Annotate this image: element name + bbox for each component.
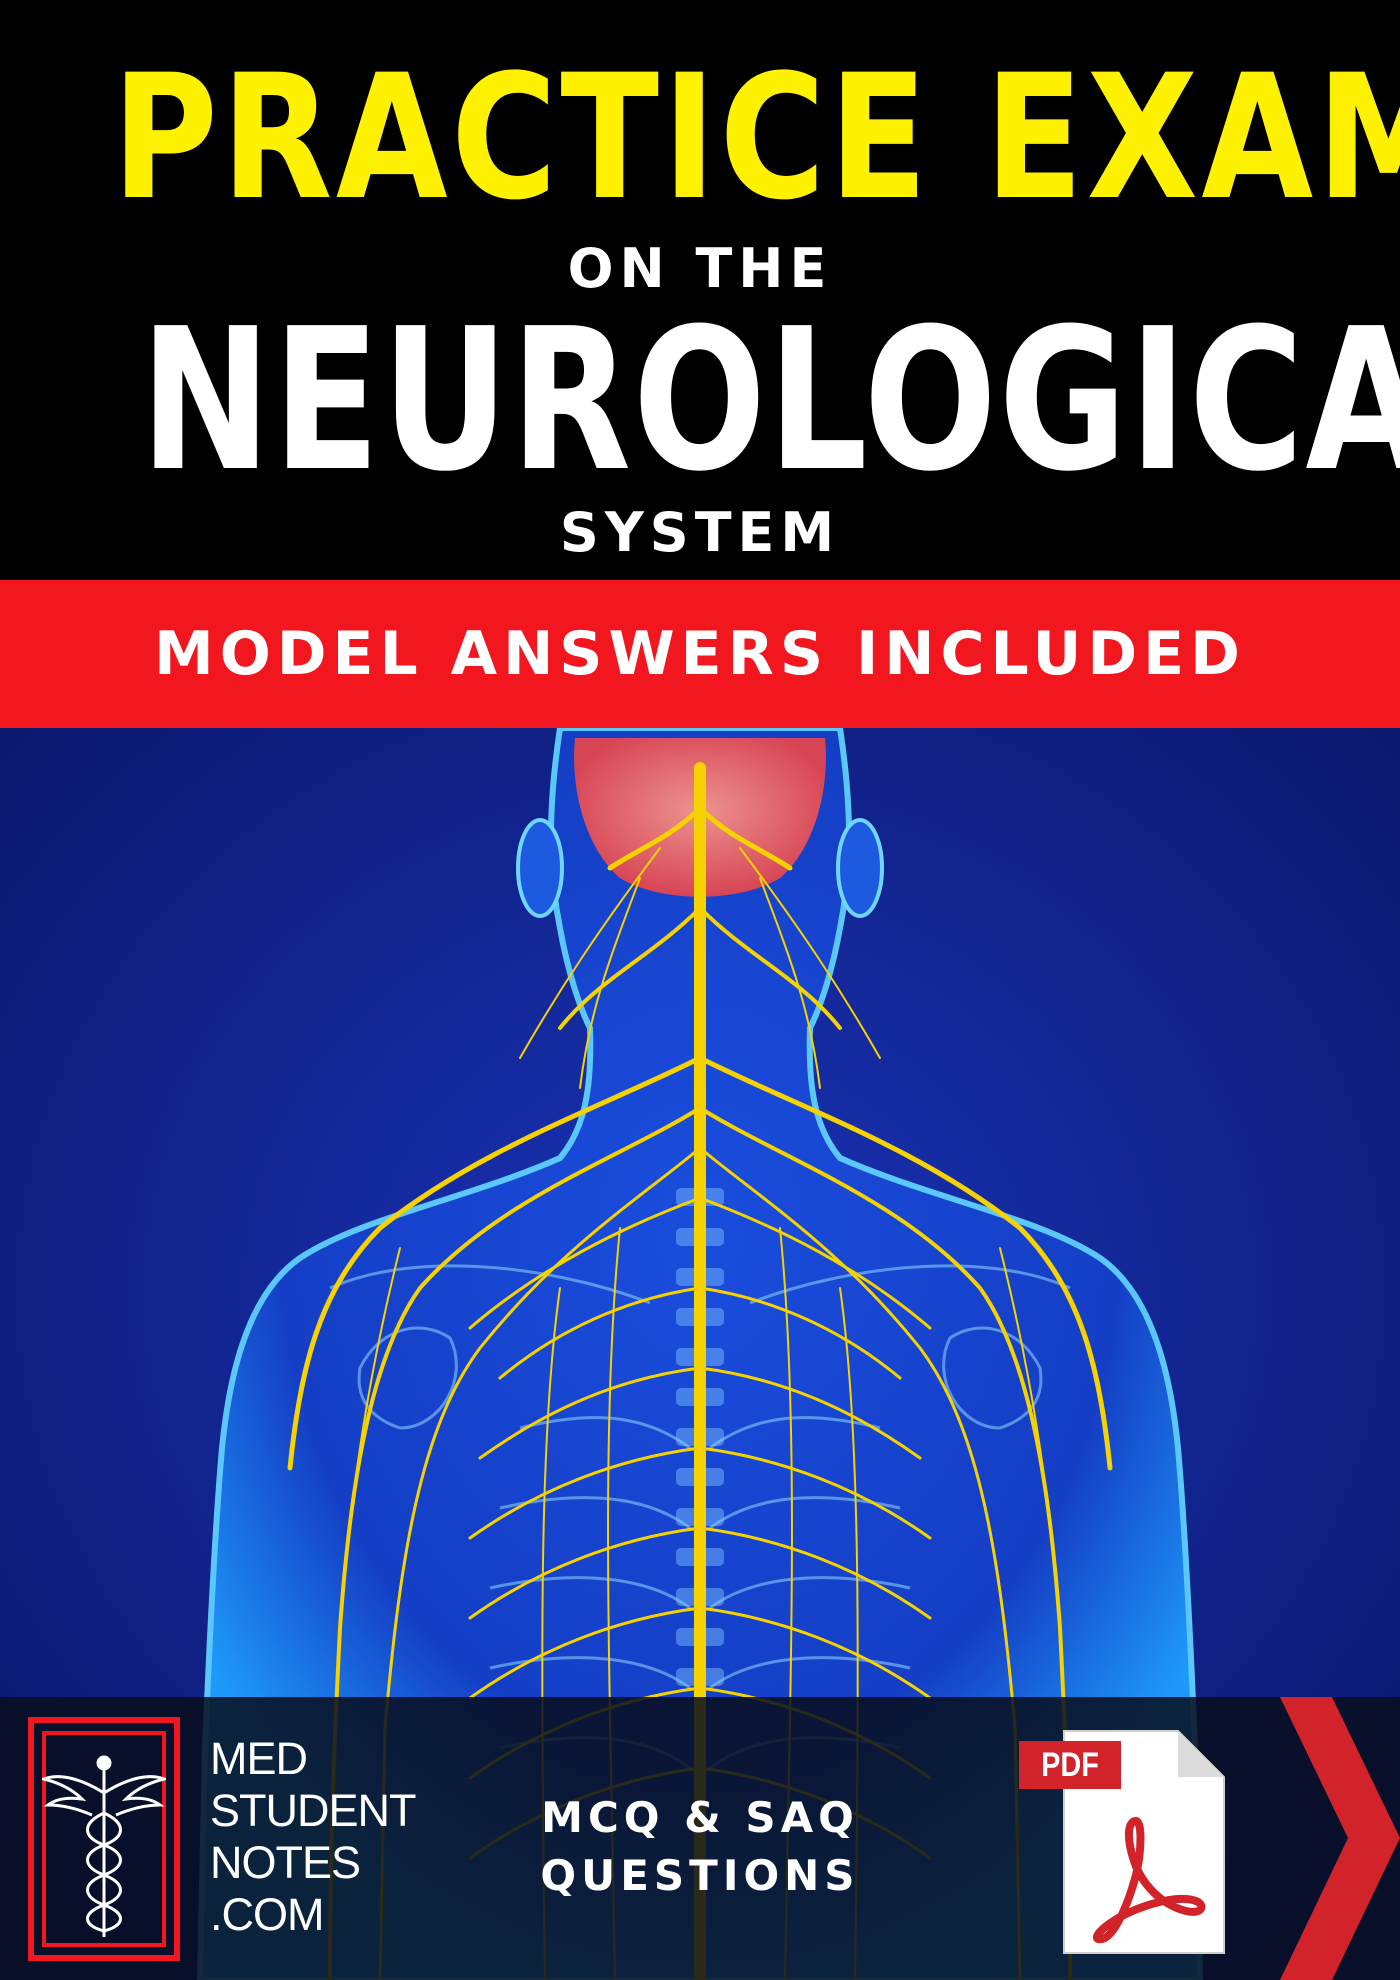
- title-neurological: NEUROLOGICAL: [140, 287, 1400, 515]
- question-types: MCQ & SAQ QUESTIONS: [520, 1789, 880, 1905]
- left-ear: [516, 818, 564, 918]
- brand-logo[interactable]: [28, 1717, 180, 1961]
- pdf-badge: PDF: [1019, 1741, 1121, 1789]
- question-types-line: MCQ & SAQ: [541, 1793, 859, 1842]
- brand-line: .COM: [210, 1889, 324, 1940]
- question-types-line: QUESTIONS: [540, 1851, 860, 1900]
- footer-bar: MED STUDENT NOTES .COM MCQ & SAQ QUESTIO…: [0, 1697, 1400, 1980]
- title-on-the: ON THE: [567, 237, 833, 300]
- brand-line: STUDENT: [210, 1785, 416, 1836]
- brand-name[interactable]: MED STUDENT NOTES .COM: [210, 1733, 416, 1941]
- right-ear: [836, 818, 884, 918]
- title-system: SYSTEM: [559, 501, 841, 564]
- caduceus-icon: [42, 1755, 166, 1937]
- chevron-right-icon[interactable]: [1280, 1697, 1400, 1980]
- model-answers-banner: MODEL ANSWERS INCLUDED: [0, 580, 1400, 728]
- brand-line: MED: [210, 1733, 308, 1784]
- title-block: PRACTICE EXAMS ON THE NEUROLOGICAL SYSTE…: [0, 0, 1400, 580]
- brand-line: NOTES: [210, 1837, 361, 1888]
- title-practice-exams: PRACTICE EXAMS: [112, 37, 1400, 238]
- pdf-file-icon[interactable]: PDF: [1010, 1725, 1230, 1957]
